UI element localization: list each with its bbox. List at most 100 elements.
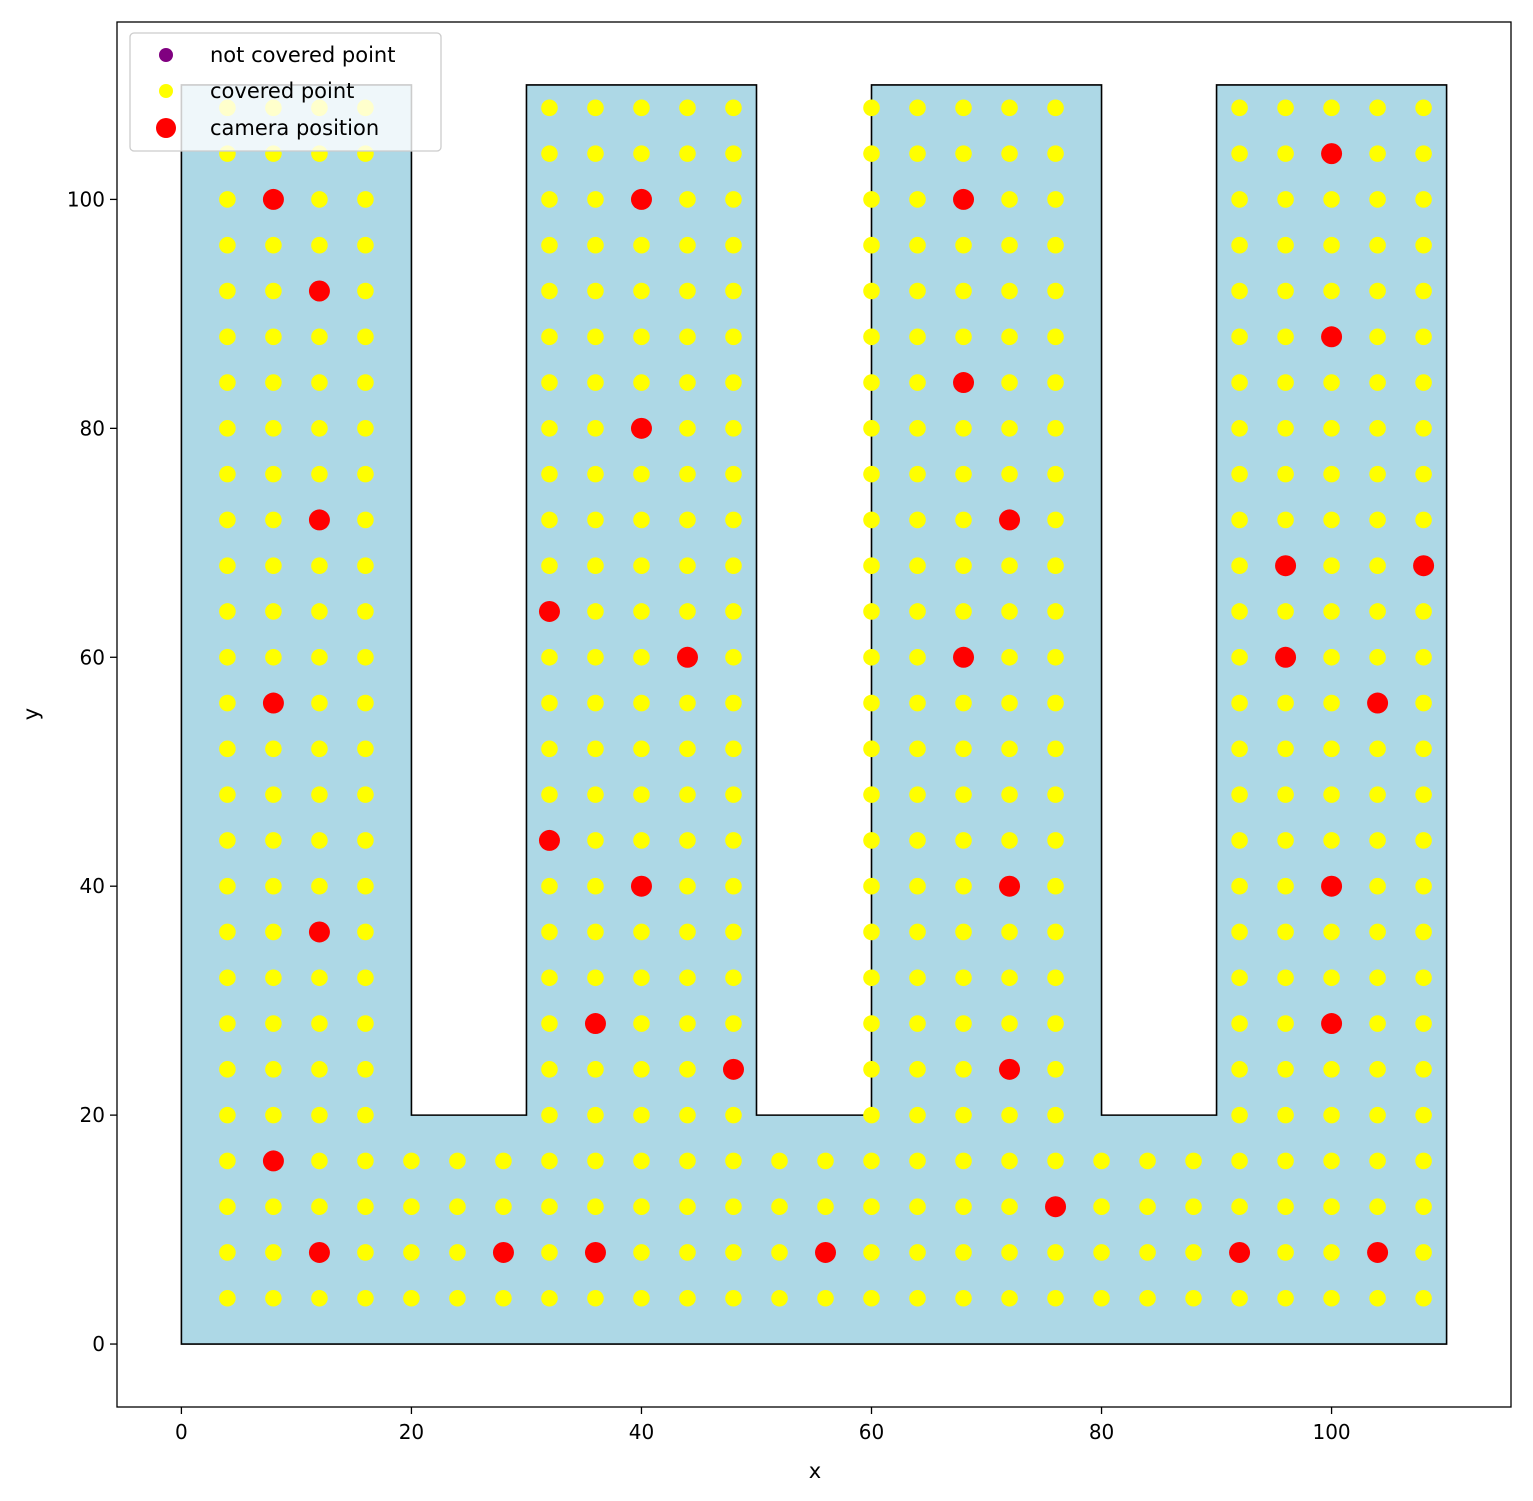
covered-point <box>357 648 374 666</box>
covered-point <box>311 648 328 666</box>
covered-point <box>1415 511 1432 529</box>
covered-point <box>679 236 696 254</box>
covered-point <box>679 1152 696 1170</box>
covered-point <box>265 420 282 437</box>
camera-position-point <box>953 188 975 210</box>
covered-point <box>357 328 374 346</box>
covered-point <box>311 740 328 758</box>
covered-point <box>265 1289 282 1307</box>
covered-point <box>403 1152 420 1170</box>
covered-point <box>1001 969 1018 987</box>
covered-point <box>1369 236 1386 254</box>
covered-point <box>1277 740 1294 758</box>
covered-point <box>265 786 282 803</box>
covered-point <box>587 465 604 483</box>
covered-point <box>311 694 328 712</box>
covered-point <box>955 603 972 620</box>
covered-point <box>265 969 282 987</box>
covered-point <box>1139 1244 1156 1261</box>
covered-point <box>1231 786 1248 803</box>
covered-point <box>449 1198 466 1215</box>
covered-point <box>1047 1106 1064 1124</box>
covered-point <box>863 877 880 895</box>
covered-point <box>725 145 742 162</box>
covered-point <box>311 1198 328 1215</box>
covered-point <box>909 99 926 117</box>
covered-point <box>541 420 558 437</box>
covered-point <box>955 1061 972 1078</box>
covered-point <box>863 1061 880 1078</box>
covered-point <box>1415 1061 1432 1078</box>
covered-point <box>1277 1198 1294 1215</box>
covered-point <box>725 465 742 483</box>
camera-position-point <box>308 921 330 943</box>
covered-point <box>679 420 696 437</box>
covered-point <box>541 694 558 712</box>
covered-point <box>357 1198 374 1215</box>
covered-point <box>1277 374 1294 391</box>
covered-point <box>633 1106 650 1124</box>
covered-point <box>1001 328 1018 346</box>
covered-point <box>1369 1015 1386 1032</box>
covered-point <box>219 1289 236 1307</box>
covered-point <box>909 740 926 758</box>
legend-box <box>129 32 442 152</box>
covered-point <box>1277 694 1294 712</box>
covered-point <box>955 99 972 117</box>
covered-point <box>1231 740 1248 758</box>
covered-point <box>357 191 374 208</box>
camera-position-point <box>999 509 1021 531</box>
covered-point <box>1369 282 1386 300</box>
camera-position-point <box>1367 692 1389 714</box>
covered-point <box>1415 1106 1432 1124</box>
covered-point <box>1415 465 1432 483</box>
camera-position-point <box>584 1013 606 1035</box>
covered-point <box>1323 832 1340 849</box>
covered-point <box>265 1061 282 1078</box>
covered-point <box>909 557 926 574</box>
covered-point <box>495 1289 512 1307</box>
covered-point <box>725 1106 742 1124</box>
covered-point <box>771 1289 788 1307</box>
covered-point <box>587 923 604 941</box>
plot-frame <box>116 21 1512 1408</box>
covered-point <box>1415 1198 1432 1215</box>
covered-point <box>1047 923 1064 941</box>
covered-point <box>1277 1061 1294 1078</box>
covered-point <box>955 1289 972 1307</box>
covered-point <box>1185 1244 1202 1261</box>
covered-point <box>955 832 972 849</box>
covered-point <box>219 786 236 803</box>
covered-point <box>679 603 696 620</box>
legend-label-camera: camera position <box>210 116 379 140</box>
points-layer <box>219 99 1435 1307</box>
covered-point <box>1231 1152 1248 1170</box>
covered-point <box>219 603 236 620</box>
covered-point <box>1047 877 1064 895</box>
covered-point <box>1323 740 1340 758</box>
covered-point <box>633 648 650 666</box>
covered-point <box>633 740 650 758</box>
covered-point <box>1093 1244 1110 1261</box>
covered-point <box>725 832 742 849</box>
covered-point <box>1369 191 1386 208</box>
covered-point <box>863 740 880 758</box>
covered-point <box>587 603 604 620</box>
covered-point <box>633 236 650 254</box>
covered-point <box>1047 969 1064 987</box>
covered-point <box>955 511 972 529</box>
legend-marker-not-covered <box>159 48 173 62</box>
covered-point <box>219 694 236 712</box>
covered-point <box>219 877 236 895</box>
covered-point <box>725 786 742 803</box>
covered-point <box>1415 786 1432 803</box>
covered-point <box>1231 923 1248 941</box>
covered-point <box>403 1289 420 1307</box>
covered-point <box>1231 465 1248 483</box>
covered-point <box>771 1198 788 1215</box>
covered-point <box>587 832 604 849</box>
covered-point <box>679 191 696 208</box>
covered-point <box>219 282 236 300</box>
covered-point <box>955 1244 972 1261</box>
